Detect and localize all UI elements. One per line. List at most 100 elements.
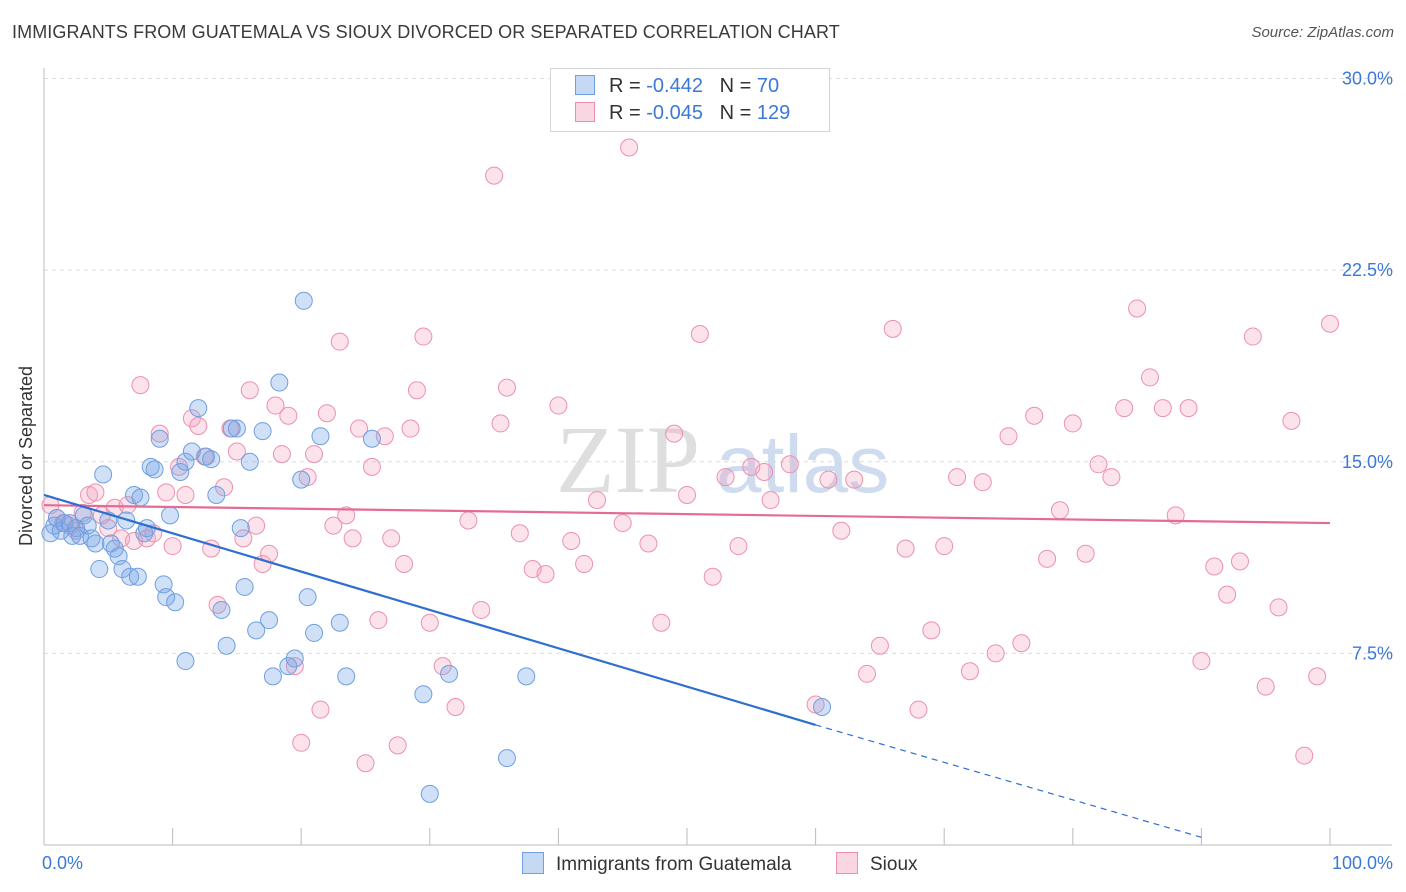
- guatemala-point: [263, 667, 282, 686]
- guatemala-point: [121, 567, 140, 586]
- sioux-point: [227, 442, 246, 461]
- source-label: Source: ZipAtlas.com: [1251, 24, 1394, 41]
- sioux-point: [240, 381, 259, 400]
- guatemala-point: [71, 526, 90, 545]
- guatemala-point: [161, 506, 180, 525]
- sioux-point: [1192, 652, 1211, 671]
- sioux-point: [497, 378, 516, 397]
- legend: R = -0.442 N = 70 R = -0.045 N = 129: [550, 68, 830, 132]
- sioux-point: [909, 700, 928, 719]
- sioux-point: [343, 529, 362, 548]
- guatemala-point: [207, 485, 226, 504]
- guatemala-point: [222, 419, 241, 438]
- axes: [43, 68, 1392, 846]
- sioux-point: [761, 491, 780, 510]
- sioux-point: [935, 537, 954, 556]
- guatemala-point: [86, 534, 105, 553]
- sioux-point: [86, 483, 105, 502]
- sioux-point: [999, 427, 1018, 446]
- legend-swatch-pink: [575, 102, 595, 122]
- guatemala-point: [131, 488, 150, 507]
- sioux-point: [324, 516, 343, 535]
- sioux-point: [266, 396, 285, 415]
- sioux-point: [362, 457, 381, 476]
- y-tick-label: 22.5%: [1342, 260, 1393, 280]
- sioux-point: [510, 524, 529, 543]
- guatemala-point: [157, 588, 176, 607]
- sioux-point: [356, 754, 375, 773]
- watermark-atlas: atlas: [716, 419, 889, 510]
- guatemala-point: [285, 649, 304, 668]
- sioux-point: [716, 468, 735, 487]
- guatemala-points: [41, 291, 832, 803]
- sioux-point: [613, 514, 632, 533]
- guatemala-point: [260, 611, 279, 630]
- legend-n-value: 129: [756, 102, 791, 124]
- sioux-point: [1038, 549, 1057, 568]
- sioux-point: [1256, 677, 1275, 696]
- sioux-point: [549, 396, 568, 415]
- sioux-points: [41, 138, 1339, 773]
- guatemala-point: [337, 667, 356, 686]
- guatemala-point: [235, 577, 254, 596]
- sioux-point: [388, 736, 407, 755]
- sioux-point: [678, 485, 696, 504]
- sioux-point: [729, 537, 748, 556]
- sioux-point: [1102, 468, 1121, 487]
- sioux-point: [131, 376, 150, 395]
- sioux-point: [189, 416, 208, 435]
- sioux-point: [1128, 299, 1147, 318]
- sioux-point: [1321, 314, 1339, 333]
- sioux-trend-line: [43, 504, 1331, 525]
- legend-r-value: -0.442: [646, 75, 703, 97]
- sioux-point: [433, 657, 452, 676]
- guatemala-point: [517, 667, 536, 686]
- sioux-point: [845, 470, 864, 489]
- guatemala-point: [420, 784, 439, 803]
- sioux-point: [819, 470, 838, 489]
- sioux-point: [896, 539, 915, 558]
- guatemala-point: [145, 460, 164, 479]
- sioux-point: [485, 166, 504, 185]
- guatemala-point: [362, 429, 381, 448]
- guatemala-point: [128, 567, 147, 586]
- sioux-point: [922, 621, 941, 640]
- guatemala-point: [305, 623, 324, 642]
- sioux-point: [382, 529, 401, 548]
- sioux-point: [420, 613, 439, 632]
- sioux-point: [652, 613, 671, 632]
- legend-row-guatemala: R = -0.442 N = 70: [575, 75, 779, 99]
- guatemala-point: [813, 698, 832, 717]
- sioux-point: [1153, 399, 1172, 418]
- sioux-point: [1012, 634, 1031, 653]
- sioux-point: [1282, 411, 1301, 430]
- sioux-point: [620, 138, 639, 157]
- sioux-point: [690, 325, 709, 343]
- sioux-point: [986, 644, 1005, 663]
- guatemala-point: [497, 749, 516, 768]
- guatemala-point: [176, 652, 195, 671]
- guatemala-point: [231, 519, 250, 538]
- sioux-point: [1230, 552, 1249, 571]
- sioux-point: [414, 327, 433, 346]
- guatemala-point: [227, 419, 246, 438]
- sioux-point: [858, 664, 877, 683]
- sioux-point: [1243, 327, 1262, 346]
- guatemala-point: [279, 657, 298, 676]
- sioux-point: [562, 531, 581, 550]
- sioux-point: [311, 700, 330, 719]
- guatemala-point: [311, 427, 330, 446]
- sioux-point: [150, 424, 169, 443]
- sioux-point: [401, 419, 420, 438]
- sioux-point: [1089, 455, 1108, 474]
- sioux-point: [1050, 501, 1069, 520]
- sioux-point: [337, 506, 356, 525]
- guatemala-point: [298, 588, 317, 607]
- sioux-point: [292, 733, 311, 752]
- sioux-point: [536, 565, 555, 584]
- sioux-point: [587, 491, 606, 510]
- legend-swatch-blue: [575, 75, 595, 95]
- sioux-point: [780, 455, 799, 474]
- guatemala-point: [166, 593, 185, 612]
